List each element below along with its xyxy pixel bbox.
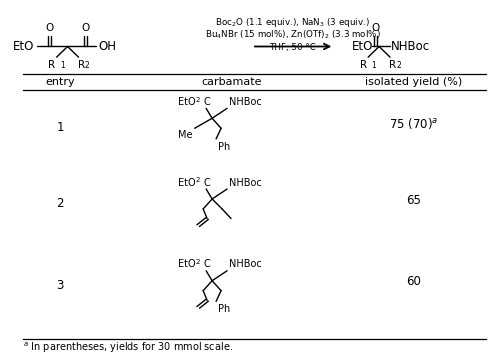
Text: 1: 1 xyxy=(56,121,64,134)
Text: C: C xyxy=(203,259,210,269)
Text: NHBoc: NHBoc xyxy=(229,178,262,188)
Text: OH: OH xyxy=(98,40,116,53)
Text: isolated yield (%): isolated yield (%) xyxy=(365,77,463,87)
Text: R: R xyxy=(360,60,367,70)
Text: R: R xyxy=(389,60,396,70)
Text: O: O xyxy=(81,23,89,33)
Text: R: R xyxy=(48,60,55,70)
Text: O: O xyxy=(45,23,53,33)
Text: Ph: Ph xyxy=(218,142,230,152)
Text: NHBoc: NHBoc xyxy=(391,40,430,53)
Text: Me: Me xyxy=(178,130,193,140)
Text: EtO: EtO xyxy=(177,97,195,107)
Text: O: O xyxy=(371,23,380,33)
Text: 1: 1 xyxy=(60,61,65,70)
Text: Boc$_2$O (1.1 equiv.), NaN$_3$ (3 equiv.): Boc$_2$O (1.1 equiv.), NaN$_3$ (3 equiv.… xyxy=(215,16,370,29)
Text: 2: 2 xyxy=(56,197,64,210)
Text: entry: entry xyxy=(45,77,75,87)
Text: 2: 2 xyxy=(85,61,89,70)
Text: 65: 65 xyxy=(407,193,421,206)
Text: 2: 2 xyxy=(195,177,200,183)
Text: NHBoc: NHBoc xyxy=(229,97,262,107)
Text: NHBoc: NHBoc xyxy=(229,259,262,269)
Text: C: C xyxy=(203,97,210,107)
Text: EtO: EtO xyxy=(177,178,195,188)
Text: 2: 2 xyxy=(195,259,200,265)
Text: 3: 3 xyxy=(56,279,64,292)
Text: C: C xyxy=(203,178,210,188)
Text: EtO: EtO xyxy=(13,40,34,53)
Text: Ph: Ph xyxy=(218,304,230,314)
Text: 2: 2 xyxy=(195,97,200,103)
Text: Bu$_4$NBr (15 mol%), Zn(OTf)$_2$ (3.3 mol%): Bu$_4$NBr (15 mol%), Zn(OTf)$_2$ (3.3 mo… xyxy=(205,29,381,41)
Text: EtO: EtO xyxy=(177,259,195,269)
Text: 60: 60 xyxy=(407,275,421,288)
Text: EtO: EtO xyxy=(352,40,373,53)
Text: R: R xyxy=(78,60,85,70)
Text: 75 (70)$^a$: 75 (70)$^a$ xyxy=(389,116,438,131)
Text: carbamate: carbamate xyxy=(202,77,262,87)
Text: 1: 1 xyxy=(371,61,376,70)
Text: THF, 50 °C: THF, 50 °C xyxy=(270,43,317,52)
Text: $^a$ In parentheses, yields for 30 mmol scale.: $^a$ In parentheses, yields for 30 mmol … xyxy=(23,340,233,355)
Text: 2: 2 xyxy=(396,61,401,70)
